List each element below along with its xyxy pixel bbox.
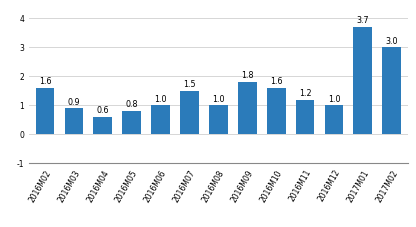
Bar [296,100,314,134]
Bar [267,88,286,134]
Bar [151,105,170,134]
Text: 3.0: 3.0 [386,37,398,46]
Bar [354,27,372,134]
Bar [382,47,401,134]
Text: 1.6: 1.6 [270,77,282,86]
Bar [94,117,112,134]
Bar [180,91,199,134]
Text: 0.9: 0.9 [67,98,80,107]
Text: 1.2: 1.2 [299,89,312,98]
Bar [324,105,343,134]
Bar [238,82,257,134]
Bar [36,88,54,134]
Text: 1.0: 1.0 [328,95,340,104]
Bar [64,108,83,134]
Text: 3.7: 3.7 [357,16,369,25]
Bar [209,105,228,134]
Text: 1.6: 1.6 [39,77,51,86]
Text: 1.5: 1.5 [183,80,196,89]
Text: 0.6: 0.6 [97,106,109,115]
Text: 1.0: 1.0 [154,95,167,104]
Bar [122,111,141,134]
Text: 0.8: 0.8 [126,101,138,109]
Text: 1.8: 1.8 [241,72,253,81]
Text: 1.0: 1.0 [212,95,225,104]
